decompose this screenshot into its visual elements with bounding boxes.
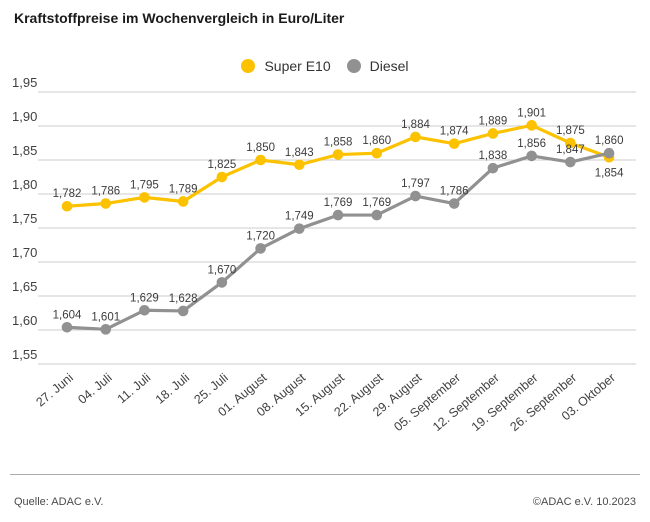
super-e10-marker-icon <box>241 59 256 73</box>
data-point-label: 1,769 <box>362 197 391 209</box>
data-point-super-e10 <box>61 200 73 212</box>
data-point-super-e10 <box>487 128 499 139</box>
data-point-label: 1,604 <box>53 309 82 321</box>
data-point-diesel <box>100 324 112 335</box>
data-point-super-e10 <box>448 138 460 149</box>
data-point-super-e10 <box>565 137 576 149</box>
data-point-label: 1,843 <box>285 147 314 159</box>
legend-label-diesel: Diesel <box>369 58 409 74</box>
line-chart-plot-area: 1,95 1,90 1,85 1,80 1,75 1,70 1,65 1,60 1,55 27. … <box>12 75 636 434</box>
legend-label-super-e10: Super E10 <box>264 58 331 74</box>
data-point-label: 1,789 <box>169 183 198 195</box>
diesel-marker-icon <box>346 59 361 73</box>
data-point-diesel <box>448 198 460 209</box>
source-text: Quelle: ADAC e.V. <box>14 496 104 508</box>
data-point-label: 1,786 <box>440 186 469 198</box>
data-point-label: 1,856 <box>517 138 546 150</box>
data-point-diesel <box>216 277 228 288</box>
y-tick-label: 1,75 <box>12 211 37 226</box>
data-point-label: 1,838 <box>479 150 508 162</box>
data-point-label: 1,850 <box>246 142 275 154</box>
y-tick-label: 1,80 <box>12 177 37 192</box>
data-point-label: 1,720 <box>246 230 275 242</box>
data-point-super-e10 <box>410 131 421 143</box>
data-point-label: 1,670 <box>207 264 236 276</box>
data-point-diesel <box>371 209 383 221</box>
data-point-label: 1,628 <box>169 293 198 305</box>
data-point-label: 1,797 <box>401 178 430 190</box>
data-point-diesel <box>526 150 537 162</box>
x-tick-label: 26. September <box>507 371 579 434</box>
data-point-label: 1,889 <box>479 115 508 127</box>
data-point-label: 1,749 <box>285 211 314 223</box>
data-point-diesel <box>332 209 344 221</box>
data-point-label: 1,860 <box>362 135 391 147</box>
data-point-diesel <box>177 305 189 317</box>
data-point-diesel <box>294 223 305 234</box>
y-tick-label: 1,95 <box>12 75 37 90</box>
legend: Super E10 Diesel <box>0 58 650 74</box>
data-point-label: 1,795 <box>130 179 159 191</box>
copyright-text: ©ADAC e.V. 10.2023 <box>532 496 636 508</box>
x-tick-label: 18. Juli <box>153 371 192 407</box>
data-point-super-e10 <box>216 171 228 183</box>
footer: Quelle: ADAC e.V. ©ADAC e.V. 10.2023 <box>14 496 636 508</box>
y-tick-label: 1,85 <box>12 143 37 158</box>
data-point-super-e10 <box>332 149 344 160</box>
data-point-super-e10 <box>371 147 383 159</box>
data-point-diesel <box>255 243 266 254</box>
x-tick-label: 11. Juli <box>115 371 154 407</box>
legend-item-diesel: Diesel <box>346 58 409 74</box>
data-point-label: 1,884 <box>401 119 430 131</box>
data-point-diesel <box>487 162 499 174</box>
x-tick-label: 19. September <box>469 371 541 434</box>
data-point-diesel <box>61 321 73 333</box>
data-point-super-e10 <box>177 196 189 207</box>
data-point-label: 1,601 <box>91 311 120 323</box>
data-point-diesel <box>410 190 421 202</box>
x-tick-label: 04. Juli <box>75 371 114 407</box>
data-point-label: 1,901 <box>517 107 546 119</box>
data-point-diesel <box>603 147 615 159</box>
data-point-label: 1,854 <box>595 167 624 179</box>
data-point-label: 1,874 <box>440 126 469 138</box>
data-point-label: 1,847 <box>556 144 585 156</box>
data-point-super-e10 <box>294 159 305 171</box>
y-tick-label: 1,60 <box>12 313 37 328</box>
x-tick-label: 05. September <box>391 371 463 434</box>
data-point-super-e10 <box>255 154 266 166</box>
footer-divider <box>10 474 640 475</box>
data-point-super-e10 <box>100 198 112 209</box>
chart-title: Kraftstoffpreise im Wochenvergleich in E… <box>14 10 345 26</box>
data-point-label: 1,860 <box>595 135 624 147</box>
data-point-label: 1,858 <box>324 137 353 149</box>
y-tick-label: 1,55 <box>12 347 37 362</box>
data-point-label: 1,825 <box>207 159 236 171</box>
data-point-label: 1,875 <box>556 125 585 137</box>
data-point-label: 1,769 <box>324 197 353 209</box>
data-point-label: 1,786 <box>91 186 120 198</box>
y-tick-label: 1,70 <box>12 245 37 260</box>
legend-item-super-e10: Super E10 <box>241 58 331 74</box>
data-point-diesel <box>565 156 576 168</box>
data-point-super-e10 <box>139 192 150 203</box>
data-point-diesel <box>139 304 150 316</box>
data-point-label: 1,782 <box>53 188 82 200</box>
data-point-label: 1,629 <box>130 292 159 304</box>
x-tick-label: 27. Juni <box>33 371 76 410</box>
y-tick-label: 1,65 <box>12 279 37 294</box>
x-tick-label: 12. September <box>430 371 502 434</box>
data-point-super-e10 <box>526 120 537 131</box>
y-tick-label: 1,90 <box>12 109 37 124</box>
